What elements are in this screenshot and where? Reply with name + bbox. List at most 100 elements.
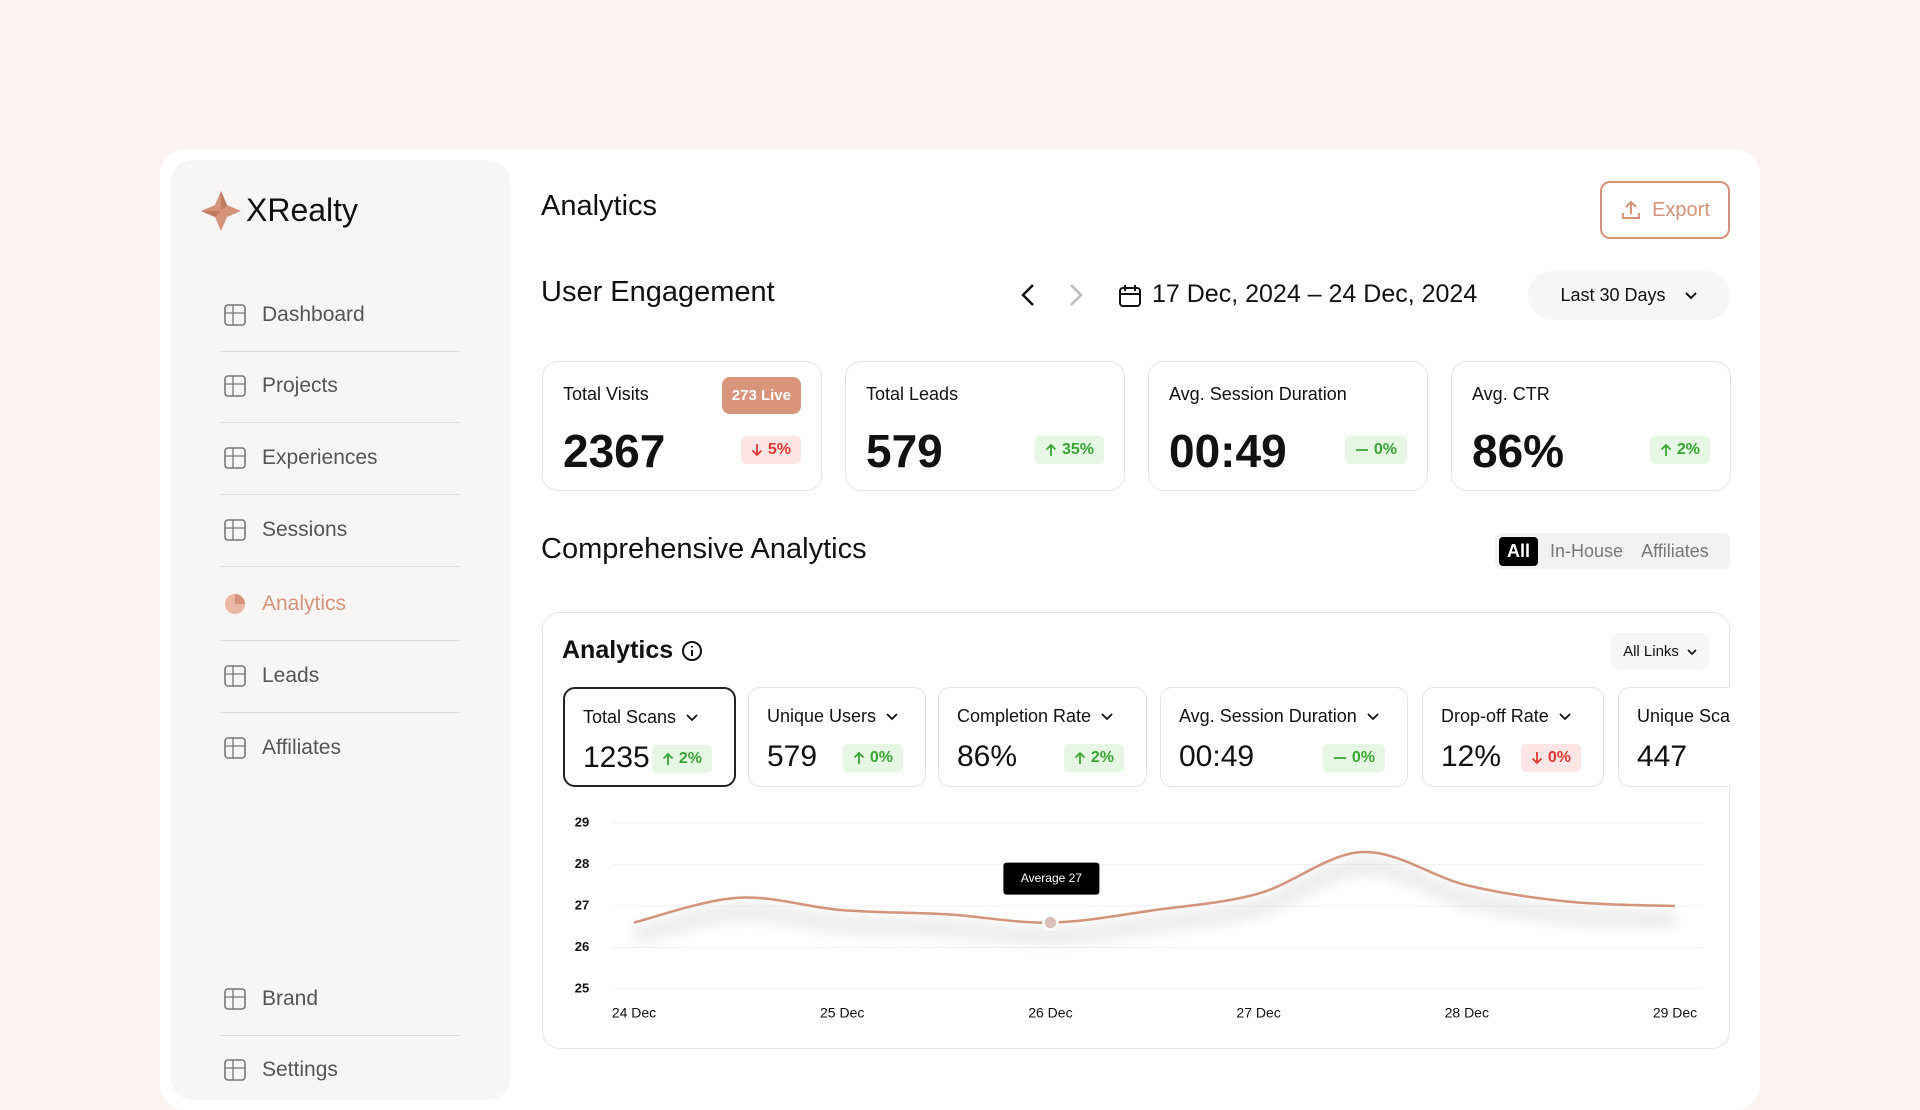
kpi-card: Avg. CTR 86% 2% — [1451, 361, 1731, 491]
section-title: User Engagement — [541, 276, 775, 308]
nav-item[interactable]: Projects — [222, 356, 460, 416]
metric-value: 447 — [1637, 740, 1688, 773]
tooltip-text: Average 27 — [1021, 871, 1082, 885]
line — [633, 850, 1676, 924]
tooltip — [1003, 862, 1100, 895]
metric-tab[interactable]: Completion Rate 86% 2% — [938, 687, 1147, 787]
nav-item[interactable]: Experiences — [222, 428, 460, 488]
x-tick-label: 29 Dec — [1653, 1005, 1697, 1021]
kpi-value: 2367 — [563, 425, 666, 477]
metric-label: Unique Users — [767, 706, 877, 726]
kpi-value: 579 — [866, 425, 943, 477]
change-badge: 2% — [1063, 744, 1124, 772]
metric-label: Drop-off Rate — [1441, 706, 1549, 726]
period-label: Last 30 Days — [1560, 285, 1666, 305]
nav-item[interactable]: Sessions — [222, 500, 460, 560]
x-tick-label: 26 Dec — [1028, 1005, 1072, 1021]
metric-label: Avg. Session Duration — [1179, 706, 1357, 726]
change-value: 0% — [1547, 749, 1571, 766]
metric-tab[interactable]: Avg. Session Duration 00:49 0% — [1160, 687, 1408, 787]
tab[interactable]: All — [1499, 536, 1539, 566]
change-badge: 35% — [1034, 436, 1104, 464]
nav-item[interactable]: Leads — [222, 646, 460, 706]
y-tick-label: 28 — [575, 856, 589, 871]
panel-title-text: Analytics — [562, 636, 674, 664]
nav-divider — [220, 422, 460, 423]
metric-value: 579 — [767, 740, 818, 773]
change-badge: 0% — [842, 744, 903, 772]
nav-item[interactable]: Brand — [222, 969, 460, 1029]
nav-label: Settings — [262, 1058, 338, 1081]
nav-label: Affiliates — [262, 736, 341, 759]
metric-label-row: Total Scans — [583, 707, 698, 728]
metric-label: Total Scans — [583, 707, 677, 727]
kpi-card: Total Visits 2367 5% 273 Live — [542, 361, 822, 491]
nav-item[interactable]: Analytics — [222, 574, 460, 634]
change-badge: 0% — [1344, 436, 1407, 464]
change-value: 5% — [767, 441, 791, 458]
x-tick-label: 25 Dec — [820, 1005, 864, 1021]
change-badge: 0% — [1322, 744, 1385, 772]
metric-label-row: Avg. Session Duration — [1179, 706, 1379, 727]
nav-label: Projects — [262, 374, 338, 397]
kpi-card: Total Leads 579 35% — [845, 361, 1125, 491]
line-shadow — [632, 861, 1676, 942]
nav-item[interactable]: Affiliates — [222, 718, 460, 778]
nav-divider — [220, 351, 460, 352]
nav-label: Experiences — [262, 446, 378, 469]
x-tick-label: 28 Dec — [1445, 1005, 1489, 1021]
links-dropdown[interactable]: All Links — [1611, 633, 1709, 670]
change-value: 0% — [1351, 749, 1375, 766]
period-dropdown[interactable]: Last 30 Days — [1528, 271, 1730, 320]
kpi-card: Avg. Session Duration 00:49 0% — [1148, 361, 1428, 491]
metric-label-row: Unique Users — [767, 706, 898, 727]
metric-tab[interactable]: Drop-off Rate 12% 0% — [1422, 687, 1604, 787]
brand-name: XRealty — [246, 192, 359, 228]
highlight-point — [1042, 914, 1059, 931]
nav-item[interactable]: Settings — [222, 1040, 460, 1100]
x-tick-label: 24 Dec — [612, 1005, 656, 1021]
metric-label-row: Completion Rate — [957, 706, 1113, 727]
pager — [1021, 284, 1083, 306]
page-title: Analytics — [541, 190, 658, 222]
y-tick-label: 27 — [575, 897, 589, 912]
nav-label: Dashboard — [262, 303, 365, 326]
sidebar — [171, 160, 510, 1100]
metric-value: 12% — [1441, 740, 1502, 773]
chart: 25 26 27 28 29 24 Dec 25 Dec 26 Dec 27 Dec 28 Dec… — [575, 814, 1702, 1021]
change-value: 2% — [678, 750, 702, 767]
live-pill: 273 Live — [721, 377, 801, 414]
calendar-icon — [1119, 285, 1141, 307]
metric-label-row: Drop-off Rate — [1441, 706, 1571, 727]
panel-title: Analytics — [562, 636, 703, 665]
y-tick-label: 26 — [575, 939, 589, 954]
metric-value: 86% — [957, 740, 1018, 773]
logo-icon — [201, 191, 241, 231]
metric-tab[interactable]: Unique Users 579 0% — [748, 687, 926, 787]
next[interactable] — [1070, 284, 1083, 306]
metric-tab[interactable]: Unique Scans4470% — [1618, 687, 1730, 787]
metric-label: Completion Rate — [957, 706, 1092, 726]
export-label: Export — [1652, 198, 1710, 221]
links-label: All Links — [1623, 643, 1679, 660]
kpi-value: 86% — [1472, 425, 1565, 477]
export-button[interactable]: Export — [1600, 181, 1730, 239]
metric-value: 00:49 — [1179, 740, 1255, 773]
kpi-label: Total Leads — [866, 384, 959, 404]
prev[interactable] — [1021, 284, 1034, 306]
nav-divider — [220, 494, 460, 495]
nav-item[interactable]: Dashboard — [222, 285, 460, 345]
tab[interactable]: In-House — [1550, 540, 1624, 561]
change-value: 2% — [1090, 749, 1114, 766]
change-badge: 5% — [740, 436, 801, 464]
nav-divider — [220, 566, 460, 567]
change-value: 0% — [1373, 441, 1397, 458]
section-title: Comprehensive Analytics — [541, 533, 867, 565]
y-tick-label: 29 — [575, 814, 589, 829]
metric-tab[interactable]: Total Scans 1235 2% — [563, 687, 736, 787]
tab[interactable]: Affiliates — [1641, 540, 1709, 561]
date-range: 17 Dec, 2024 – 24 Dec, 2024 — [1152, 280, 1478, 308]
nav-label: Leads — [262, 664, 320, 687]
change-value: 2% — [1676, 441, 1700, 458]
kpi-label: Avg. Session Duration — [1169, 384, 1347, 404]
